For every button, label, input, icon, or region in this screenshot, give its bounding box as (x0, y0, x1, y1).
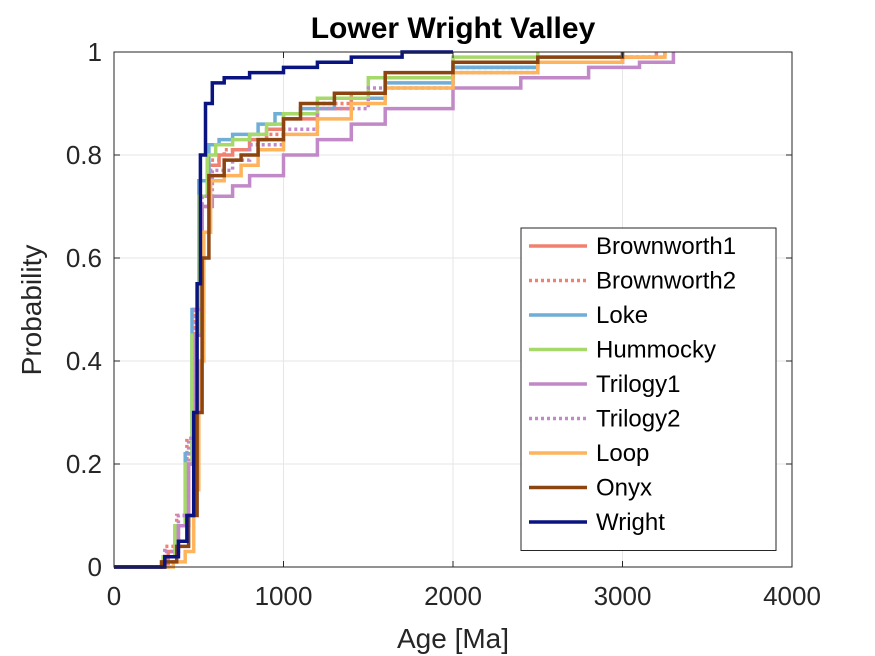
series-line-brownworth2 (114, 52, 667, 569)
legend-label-onyx: Onyx (596, 475, 652, 502)
y-tick-label: 0.6 (66, 243, 102, 273)
x-tick-label: 4000 (763, 581, 821, 611)
series-line-loop (114, 52, 667, 569)
chart-title: Lower Wright Valley (311, 12, 596, 45)
y-tick-label: 0.8 (66, 140, 102, 170)
legend: Brownworth1 Brownworth2 Loke Hummocky Trilog… (520, 227, 777, 551)
series-line-onyx (114, 52, 625, 569)
x-tick-label: 2000 (424, 581, 482, 611)
series-layer (114, 50, 676, 569)
x-tick-label: 1000 (255, 581, 313, 611)
legend-label-brownworth1: Brownworth1 (596, 233, 736, 260)
y-tick-label: 0.2 (66, 449, 102, 479)
legend-label-trilogy2: Trilogy2 (596, 406, 680, 433)
x-axis-label: Age [Ma] (397, 623, 509, 654)
legend-label-brownworth2: Brownworth2 (596, 268, 736, 295)
x-tick-label: 3000 (594, 581, 652, 611)
x-tick-label: 0 (107, 581, 121, 611)
legend-label-loke: Loke (596, 302, 648, 329)
y-tick-label: 0 (88, 552, 102, 582)
legend-label-loop: Loop (596, 440, 649, 467)
legend-label-hummocky: Hummocky (596, 337, 716, 364)
legend-label-trilogy1: Trilogy1 (596, 371, 680, 398)
tick-layer: 0 1000 2000 3000 4000 0 0.2 0.4 0.6 0.8 1 (66, 37, 821, 611)
legend-label-wright: Wright (596, 509, 665, 536)
legend-box (520, 227, 777, 551)
y-axis-label: Probability (16, 245, 47, 376)
y-tick-label: 0.4 (66, 346, 102, 376)
y-tick-label: 1 (88, 37, 102, 67)
series-line-wright (114, 50, 453, 569)
